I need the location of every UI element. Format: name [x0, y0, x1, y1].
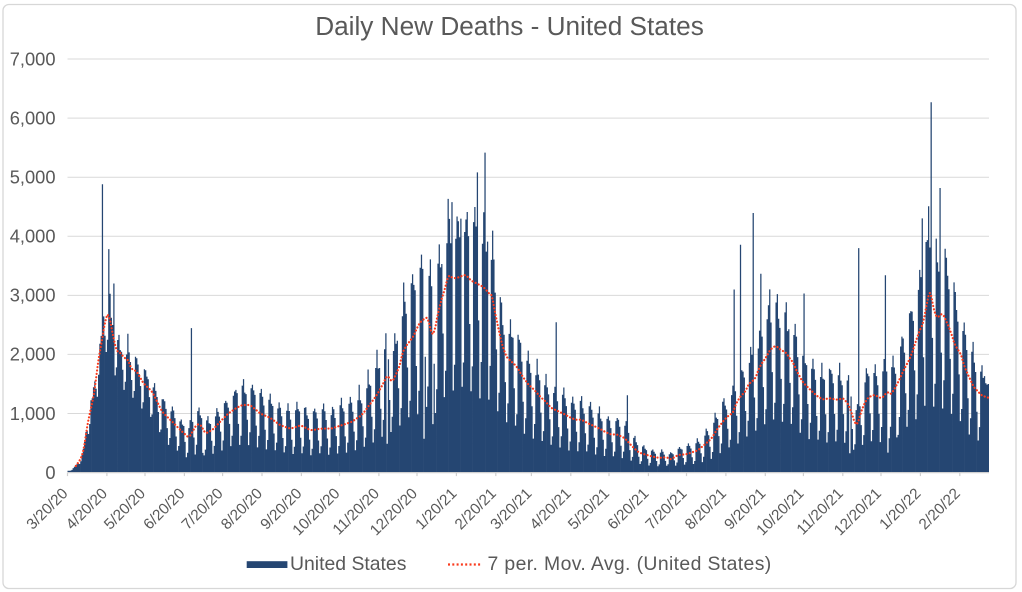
svg-text:7 per. Mov. Avg. (United State: 7 per. Mov. Avg. (United States): [488, 553, 772, 575]
svg-text:4,000: 4,000: [10, 226, 56, 247]
svg-text:1,000: 1,000: [10, 403, 56, 424]
svg-text:Daily New Deaths - United Stat: Daily New Deaths - United States: [315, 11, 704, 41]
svg-text:5,000: 5,000: [10, 167, 56, 188]
svg-text:6,000: 6,000: [10, 107, 56, 128]
svg-text:7,000: 7,000: [10, 48, 56, 69]
svg-text:0: 0: [45, 462, 55, 483]
svg-text:United States: United States: [290, 553, 406, 575]
svg-text:3,000: 3,000: [10, 285, 56, 306]
svg-text:2,000: 2,000: [10, 344, 56, 365]
